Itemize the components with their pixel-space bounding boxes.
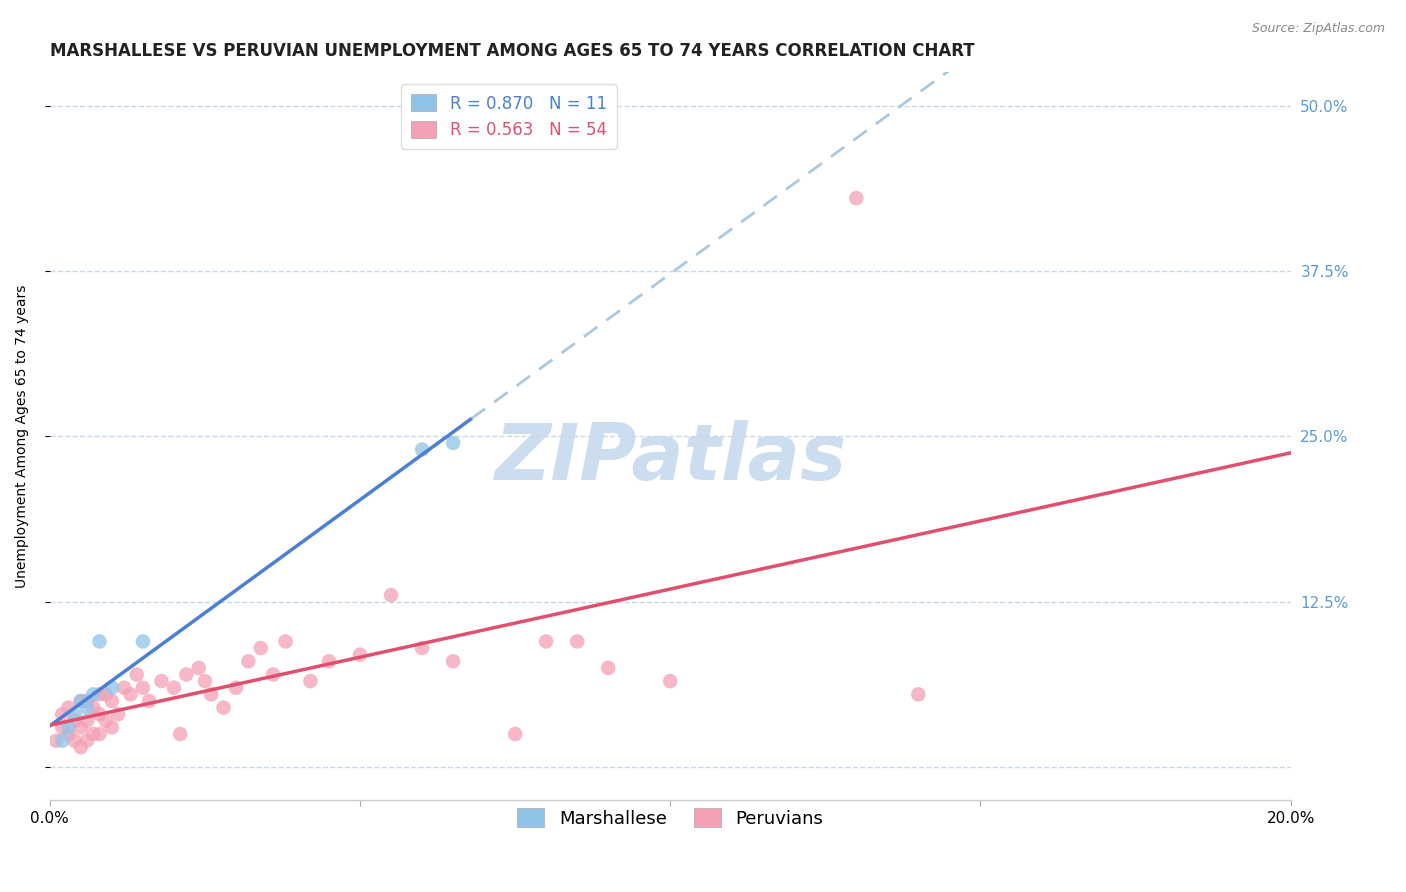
- Point: [274, 634, 297, 648]
- Point: [76, 714, 98, 728]
- Point: [63, 714, 86, 728]
- Point: [132, 634, 155, 648]
- Point: [125, 667, 148, 681]
- Point: [76, 694, 98, 708]
- Text: Source: ZipAtlas.com: Source: ZipAtlas.com: [1251, 22, 1385, 36]
- Point: [45, 733, 67, 747]
- Point: [76, 700, 98, 714]
- Point: [176, 667, 198, 681]
- Y-axis label: Unemployment Among Ages 65 to 74 years: Unemployment Among Ages 65 to 74 years: [15, 285, 30, 588]
- Point: [101, 681, 124, 695]
- Point: [132, 681, 155, 695]
- Point: [94, 687, 117, 701]
- Point: [58, 721, 80, 735]
- Point: [51, 733, 73, 747]
- Point: [238, 654, 260, 668]
- Point: [89, 727, 111, 741]
- Point: [225, 681, 247, 695]
- Point: [89, 687, 111, 701]
- Point: [659, 674, 682, 689]
- Point: [534, 634, 557, 648]
- Point: [187, 661, 209, 675]
- Point: [349, 648, 371, 662]
- Point: [249, 641, 271, 656]
- Point: [89, 707, 111, 722]
- Point: [82, 727, 104, 741]
- Point: [441, 654, 464, 668]
- Point: [70, 694, 93, 708]
- Text: ZIPatlas: ZIPatlas: [494, 420, 846, 496]
- Point: [58, 727, 80, 741]
- Point: [101, 721, 124, 735]
- Point: [150, 674, 173, 689]
- Legend: Marshallese, Peruvians: Marshallese, Peruvians: [510, 801, 831, 835]
- Point: [70, 694, 93, 708]
- Point: [82, 700, 104, 714]
- Point: [565, 634, 588, 648]
- Point: [380, 588, 402, 602]
- Point: [70, 721, 93, 735]
- Point: [138, 694, 160, 708]
- Point: [411, 641, 433, 656]
- Point: [169, 727, 191, 741]
- Point: [82, 687, 104, 701]
- Point: [51, 707, 73, 722]
- Point: [163, 681, 186, 695]
- Point: [598, 661, 620, 675]
- Point: [200, 687, 222, 701]
- Point: [63, 707, 86, 722]
- Point: [262, 667, 284, 681]
- Point: [112, 681, 135, 695]
- Point: [120, 687, 142, 701]
- Point: [107, 707, 129, 722]
- Point: [318, 654, 340, 668]
- Point: [194, 674, 217, 689]
- Point: [58, 700, 80, 714]
- Point: [63, 733, 86, 747]
- Text: MARSHALLESE VS PERUVIAN UNEMPLOYMENT AMONG AGES 65 TO 74 YEARS CORRELATION CHART: MARSHALLESE VS PERUVIAN UNEMPLOYMENT AMO…: [49, 42, 974, 60]
- Point: [212, 700, 235, 714]
- Point: [70, 740, 93, 755]
- Point: [101, 694, 124, 708]
- Point: [89, 634, 111, 648]
- Point: [907, 687, 929, 701]
- Point: [845, 191, 868, 205]
- Point: [411, 442, 433, 457]
- Point: [503, 727, 526, 741]
- Point: [299, 674, 322, 689]
- Point: [51, 721, 73, 735]
- Point: [441, 436, 464, 450]
- Point: [94, 714, 117, 728]
- Point: [76, 733, 98, 747]
